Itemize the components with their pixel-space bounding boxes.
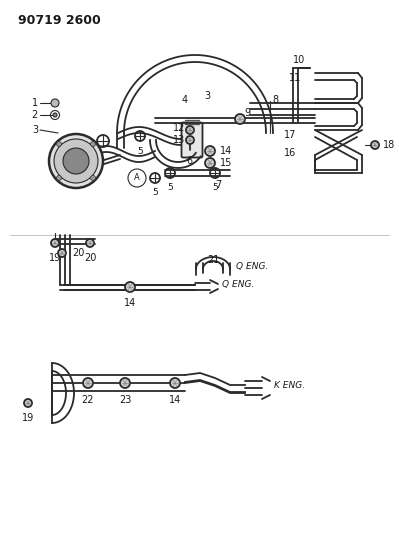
- Circle shape: [54, 139, 98, 183]
- Text: 3: 3: [32, 125, 38, 135]
- Text: 14: 14: [169, 395, 181, 405]
- Text: 5: 5: [167, 183, 173, 192]
- Text: 3: 3: [204, 91, 210, 101]
- Text: 5: 5: [152, 188, 158, 197]
- Circle shape: [120, 378, 130, 388]
- Text: 7: 7: [215, 180, 221, 190]
- Circle shape: [49, 134, 103, 188]
- Text: 6: 6: [186, 156, 192, 166]
- Text: 20: 20: [84, 253, 96, 263]
- Text: 15: 15: [220, 158, 232, 168]
- Text: 5: 5: [212, 183, 218, 192]
- Circle shape: [24, 399, 32, 407]
- Circle shape: [186, 126, 194, 134]
- Text: 8: 8: [272, 95, 278, 105]
- Text: 17: 17: [284, 130, 296, 140]
- Text: 9: 9: [244, 108, 250, 118]
- Text: 16: 16: [284, 148, 296, 158]
- Text: 13: 13: [173, 135, 185, 145]
- Circle shape: [63, 148, 89, 174]
- Text: 23: 23: [119, 395, 131, 405]
- Circle shape: [91, 175, 95, 181]
- Text: 10: 10: [293, 55, 305, 65]
- Circle shape: [51, 239, 59, 247]
- Text: 18: 18: [383, 140, 395, 150]
- Text: 90719 2600: 90719 2600: [18, 14, 101, 27]
- Circle shape: [57, 175, 61, 181]
- Text: Q ENG.: Q ENG.: [222, 280, 255, 289]
- Circle shape: [170, 378, 180, 388]
- Circle shape: [371, 141, 379, 149]
- Text: K ENG.: K ENG.: [274, 382, 305, 391]
- Text: A: A: [134, 174, 140, 182]
- Text: 19: 19: [22, 413, 34, 423]
- Text: 22: 22: [82, 395, 94, 405]
- Text: 4: 4: [182, 95, 188, 105]
- Text: 2: 2: [32, 110, 38, 120]
- FancyBboxPatch shape: [182, 123, 203, 157]
- Circle shape: [86, 239, 94, 247]
- Circle shape: [51, 99, 59, 107]
- Circle shape: [205, 146, 215, 156]
- Text: 19: 19: [49, 253, 61, 263]
- Circle shape: [125, 282, 135, 292]
- Text: 14: 14: [220, 146, 232, 156]
- Circle shape: [83, 378, 93, 388]
- Text: 5: 5: [137, 147, 143, 156]
- Circle shape: [205, 158, 215, 168]
- Text: 20: 20: [72, 248, 84, 258]
- Text: 21: 21: [207, 255, 219, 265]
- Circle shape: [186, 136, 194, 144]
- Text: 1: 1: [32, 98, 38, 108]
- Circle shape: [91, 142, 95, 147]
- Circle shape: [58, 249, 66, 257]
- Circle shape: [235, 114, 245, 124]
- Text: 12: 12: [173, 123, 185, 133]
- Text: 11: 11: [289, 73, 301, 83]
- Text: 14: 14: [124, 298, 136, 308]
- Circle shape: [53, 113, 57, 117]
- Circle shape: [57, 142, 61, 147]
- Text: Q ENG.: Q ENG.: [236, 262, 269, 271]
